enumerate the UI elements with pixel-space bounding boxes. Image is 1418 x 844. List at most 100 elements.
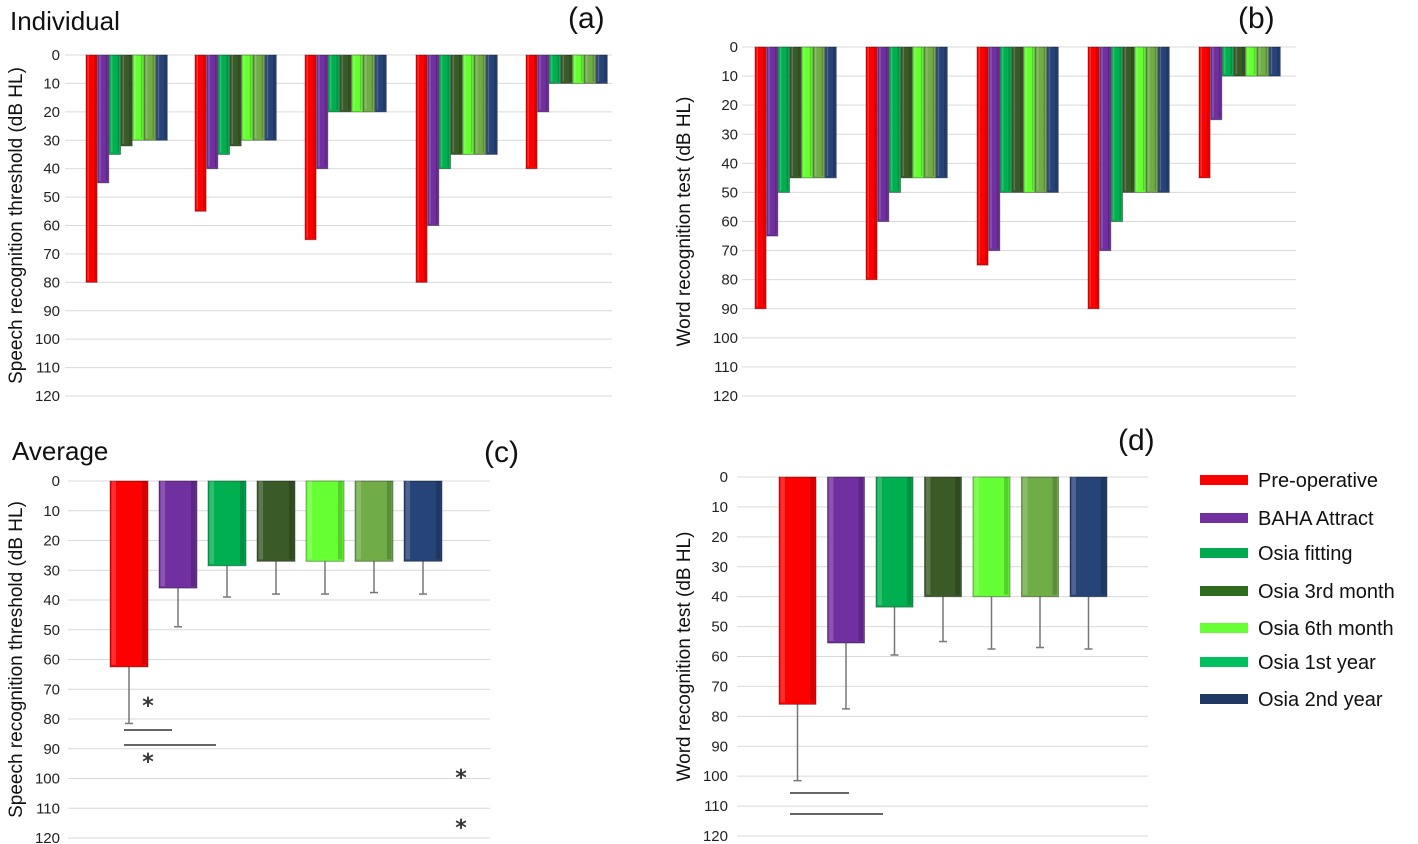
panel-title: Individual xyxy=(10,6,120,36)
bar-patient-4-series-2 xyxy=(1099,46,1112,252)
bar-patient-1-series-4-shade xyxy=(129,55,131,144)
y-tick-label: 110 xyxy=(36,360,60,377)
bar-patient-2-series-5 xyxy=(241,54,254,141)
bar-patient-1-series-4-shade xyxy=(798,47,800,176)
bar-average-7-highlight xyxy=(1071,477,1076,595)
bar-patient-4-series-6 xyxy=(1146,46,1159,193)
bar-average-7 xyxy=(403,480,443,562)
bar-patient-3-series-5 xyxy=(1023,46,1036,193)
bar-average-3 xyxy=(207,480,247,567)
y-tick-label: 40 xyxy=(43,161,60,178)
y-tick-label: 50 xyxy=(711,619,728,636)
bar-patient-5-series-2-highlight xyxy=(539,55,541,110)
bar-patient-4-series-3-highlight xyxy=(440,55,443,167)
bar-patient-3-series-4-shade xyxy=(348,55,350,110)
bar-patient-1-series-5 xyxy=(801,46,814,179)
bar-patient-2-series-7-highlight xyxy=(937,47,940,176)
bar-patient-1-series-4 xyxy=(120,54,133,147)
bar-patient-2-series-5-highlight xyxy=(243,55,245,139)
bar-patient-4-series-3 xyxy=(438,54,451,170)
bar-patient-2-series-3-highlight xyxy=(219,55,222,153)
bar-average-5-highlight xyxy=(307,481,313,560)
bar-patient-5-series-1 xyxy=(1198,46,1211,179)
bar-patient-1-series-6-highlight xyxy=(146,55,148,139)
bar-patient-1-series-3-highlight xyxy=(779,47,782,191)
y-tick-label: 0 xyxy=(52,47,60,64)
legend-swatch xyxy=(1200,475,1248,485)
bar-patient-5-series-7-shade xyxy=(1277,47,1279,75)
bar-patient-5-series-7 xyxy=(595,54,608,84)
bar-average-5-shade xyxy=(1004,477,1009,595)
bar-patient-2-series-6-shade xyxy=(261,55,264,139)
bar-patient-5-series-6 xyxy=(1257,46,1270,77)
bar-patient-5-series-4 xyxy=(560,54,573,84)
y-tick-label: 100 xyxy=(713,330,738,347)
bar-patient-4-series-2 xyxy=(427,54,440,226)
bar-patient-3-series-5 xyxy=(351,54,364,113)
y-tick-label: 60 xyxy=(43,218,60,235)
bar-patient-3-series-6 xyxy=(1035,46,1048,193)
bar-patient-4-series-7 xyxy=(1157,46,1170,193)
bar-patient-5-series-6-shade xyxy=(592,55,595,82)
bar-average-2-highlight xyxy=(829,477,834,642)
bar-patient-3-series-3-shade xyxy=(336,55,338,110)
bar-patient-5-series-3-shade xyxy=(557,55,559,82)
y-tick-label: 120 xyxy=(713,388,738,405)
y-tick-label: 100 xyxy=(703,768,728,785)
legend-label: Pre-operative xyxy=(1258,470,1378,492)
bar-patient-4-series-2-highlight xyxy=(1101,47,1103,249)
bar-patient-2-series-4-highlight xyxy=(231,55,234,144)
y-axis-label: Speech recognition threshold (dB HL) xyxy=(6,67,27,384)
legend-swatch xyxy=(1200,548,1248,558)
bar-patient-3-series-4-shade xyxy=(1020,47,1022,191)
bar-patient-2-series-6-highlight xyxy=(255,55,257,139)
bar-patient-3-series-4-highlight xyxy=(1013,47,1016,191)
bar-patient-2-series-4-shade xyxy=(909,47,911,176)
bar-patient-5-series-3-highlight xyxy=(1223,47,1226,75)
bar-patient-5-series-2-shade xyxy=(1218,47,1221,118)
bar-patient-2-series-2 xyxy=(877,46,890,222)
bar-patient-3-series-3 xyxy=(327,54,340,113)
bar-patient-1-series-7-shade xyxy=(164,55,166,139)
legend-item: Osia 1st year xyxy=(1200,652,1376,674)
bar-patient-1-series-1 xyxy=(85,54,98,283)
bar-average-1 xyxy=(778,476,817,705)
bar-patient-1-series-3-shade xyxy=(117,55,119,153)
y-tick-label: 10 xyxy=(43,75,60,92)
bar-patient-1-series-7-highlight xyxy=(826,47,829,176)
bar-patient-1-series-1 xyxy=(754,46,767,310)
y-tick-label: 0 xyxy=(720,469,728,486)
legend-item: Osia 6th month xyxy=(1200,618,1394,640)
bar-patient-2-series-6-highlight xyxy=(926,47,928,176)
bar-patient-3-series-5-highlight xyxy=(353,55,355,110)
bar-patient-3-series-1-shade xyxy=(313,55,315,238)
bar-patient-5-series-3 xyxy=(548,54,562,84)
y-tick-label: 20 xyxy=(711,529,728,546)
bar-patient-5-series-2 xyxy=(1210,46,1223,121)
bar-average-7-highlight xyxy=(405,481,411,560)
significance-star: * xyxy=(142,694,154,719)
significance-star: * xyxy=(455,766,467,791)
significance-star: * xyxy=(455,816,467,841)
bar-patient-2-series-2-shade xyxy=(885,47,888,220)
bar-patient-1-series-6-shade xyxy=(821,47,824,176)
y-tick-label: 110 xyxy=(714,359,738,376)
bar-average-1-shade xyxy=(810,477,815,703)
bar-average-6-shade xyxy=(386,481,392,560)
bar-patient-2-series-6-shade xyxy=(932,47,935,176)
bar-patient-4-series-5 xyxy=(1134,46,1147,193)
y-tick-label: 120 xyxy=(703,828,728,844)
bar-average-2-shade xyxy=(190,481,196,587)
bar-patient-1-series-7 xyxy=(155,54,168,141)
bar-patient-4-series-3-highlight xyxy=(1112,47,1115,220)
bar-average-4 xyxy=(256,480,296,562)
bar-patient-1-series-5-shade xyxy=(809,47,812,176)
bar-patient-2-series-3 xyxy=(217,54,230,155)
bar-patient-4-series-6-shade xyxy=(482,55,485,153)
bar-patient-3-series-2-highlight xyxy=(318,55,320,167)
bar-patient-4-series-1-highlight xyxy=(1089,47,1091,307)
bar-patient-5-series-6-highlight xyxy=(586,55,588,82)
y-tick-label: 40 xyxy=(721,155,738,172)
y-tick-label: 30 xyxy=(711,559,728,576)
bar-patient-1-series-6 xyxy=(144,54,157,141)
